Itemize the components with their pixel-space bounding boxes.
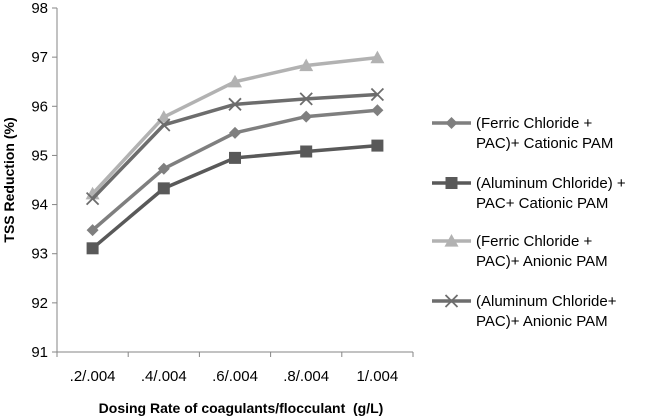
data-point: [229, 126, 241, 139]
data-point: [156, 110, 171, 123]
data-point: [370, 50, 385, 64]
data-point: [229, 151, 241, 164]
data-point: [371, 104, 384, 117]
y-axis-title: TSS Reduction (%): [1, 117, 17, 242]
data-point: [157, 118, 171, 132]
y-tick-label: 94: [31, 197, 48, 214]
y-tick-label: 97: [31, 49, 48, 66]
x-tick-label: .2/.004: [70, 368, 116, 385]
data-point: [86, 224, 99, 237]
y-tick-label: 96: [31, 98, 48, 115]
y-tick-label: 91: [31, 344, 48, 361]
y-tick-label: 95: [31, 147, 48, 164]
legend-entry: (Ferric Chloride + PAC)+ Cationic PAM: [432, 115, 613, 152]
legend: (Ferric Chloride + PAC)+ Cationic PAM (Alu…: [432, 115, 626, 330]
x-tick-label: .6/.004: [212, 368, 258, 385]
x-tick-label: .4/.004: [141, 368, 187, 385]
series-layer: [85, 50, 385, 255]
data-point: [157, 162, 170, 175]
data-point: [228, 97, 242, 111]
legend-swatch-marker: [445, 117, 458, 129]
data-point: [228, 74, 242, 88]
legend-label: PAC)+ Anionic PAM: [476, 313, 608, 330]
legend-label: PAC)+ Cationic PAM: [476, 135, 613, 152]
legend-swatch-marker: [445, 177, 458, 189]
data-point: [86, 242, 99, 255]
legend-label: PAC+ Cationic PAM: [476, 195, 608, 212]
data-point: [370, 87, 385, 102]
data-point: [300, 145, 313, 158]
legend-entry: (Aluminum Chloride+ PAC)+ Anionic PAM: [432, 293, 617, 330]
series-2: [86, 139, 384, 255]
data-point: [157, 182, 170, 195]
data-point: [299, 92, 313, 106]
legend-entry: (Ferric Chloride + PAC)+ Anionic PAM: [432, 233, 608, 270]
legend-label: PAC)+ Anionic PAM: [476, 253, 608, 270]
data-point: [371, 139, 384, 152]
data-point: [299, 58, 314, 72]
y-tick-label: 92: [31, 295, 48, 312]
legend-label: (Aluminum Chloride) +: [476, 175, 626, 192]
x-tick-label: 1/.004: [357, 368, 399, 385]
y-tick-label: 98: [31, 0, 48, 17]
series-4: [85, 87, 385, 206]
legend-label: (Ferric Chloride +: [476, 233, 593, 250]
y-tick-label: 93: [31, 246, 48, 263]
legend-swatch-marker: [444, 294, 459, 308]
data-point: [300, 110, 313, 123]
series-3: [85, 50, 385, 200]
axes: 91 92 93 94 95 96 97 98 .2/.004 .4/.004 .6/.004 .8/…: [31, 0, 414, 385]
x-axis-title: Dosing Rate of coagulants/flocculant (g/…: [99, 400, 384, 416]
legend-label: (Ferric Chloride +: [476, 115, 593, 132]
legend-swatch-marker: [444, 234, 459, 247]
x-tick-label: .8/.004: [283, 368, 329, 385]
data-point: [85, 192, 100, 206]
series-1: [86, 104, 384, 237]
legend-label: (Aluminum Chloride+: [476, 293, 617, 310]
legend-entry: (Aluminum Chloride) + PAC+ Cationic PAM: [432, 175, 626, 212]
